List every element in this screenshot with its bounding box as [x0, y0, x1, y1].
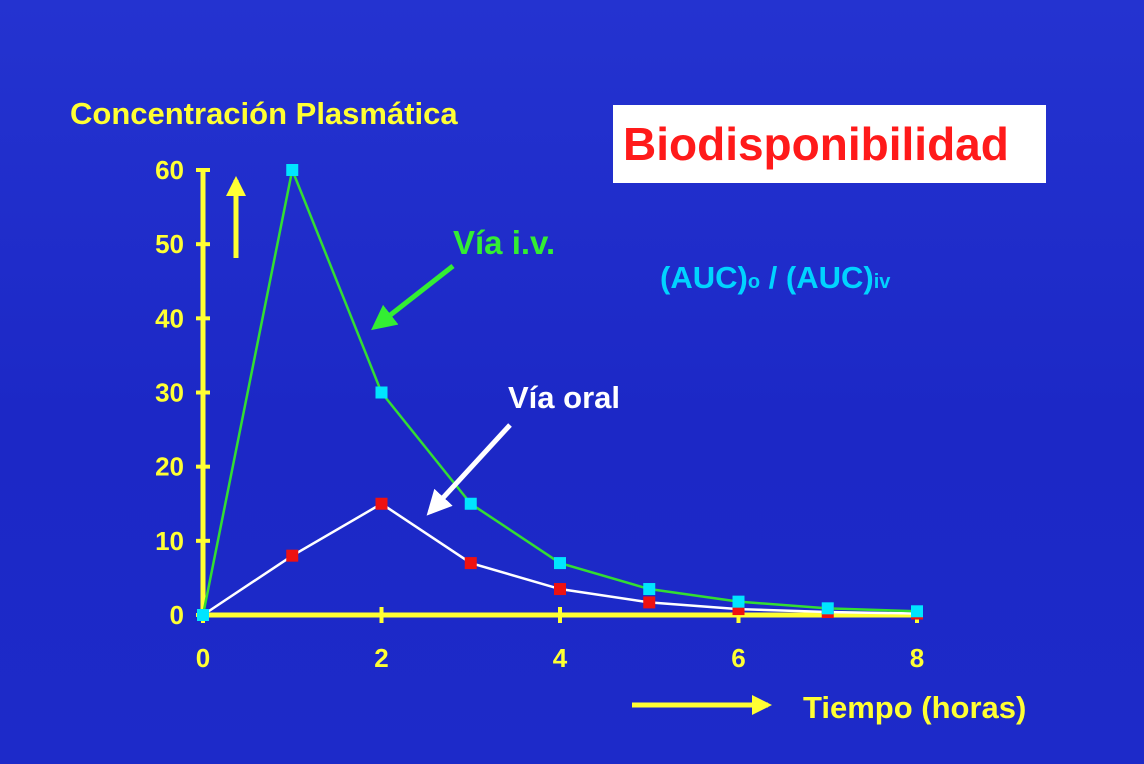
data-point-iv	[643, 583, 656, 596]
data-point-iv	[464, 497, 477, 510]
y-tick-label: 40	[155, 303, 184, 333]
formula-sub-iv: iv	[873, 271, 891, 293]
y-tick-label: 0	[170, 600, 184, 630]
oral-pointer-arrow	[426, 423, 512, 516]
title-box: Biodisponibilidad	[613, 105, 1046, 183]
data-point-iv	[286, 164, 299, 176]
series	[197, 164, 923, 621]
x-tick-label: 0	[196, 643, 210, 673]
y-tick-label: 30	[155, 378, 184, 408]
data-point-oral	[554, 583, 566, 596]
axes	[196, 168, 919, 623]
auc-ratio-formula: (AUC)o / (AUC)iv	[660, 260, 890, 296]
data-point-iv	[375, 386, 388, 399]
formula-sub-oral: o	[747, 271, 761, 293]
data-point-oral	[464, 557, 477, 570]
y-tick-label: 10	[155, 526, 184, 556]
series-label-iv: Vía i.v.	[453, 224, 556, 261]
y-tick-label: 60	[155, 155, 184, 185]
data-point-oral	[286, 549, 299, 562]
chart-title: Biodisponibilidad	[623, 118, 1009, 170]
y-tick-label: 20	[155, 452, 184, 482]
data-point-oral	[375, 497, 388, 510]
x-tick-label: 6	[731, 643, 745, 673]
formula-auc-oral: (AUC)	[660, 260, 748, 295]
y-axis-label: Concentración Plasmática	[70, 96, 458, 131]
data-point-oral	[643, 596, 656, 609]
x-axis-label: Tiempo (horas)	[803, 690, 1027, 725]
series-line-iv	[201, 165, 918, 616]
iv-pointer-arrow	[371, 264, 455, 331]
tick-labels: 0 10 20 30 40 50 60 0 2 4 6 8	[155, 155, 924, 673]
x-tick-label: 2	[374, 643, 388, 673]
data-point-iv	[197, 609, 209, 621]
x-tick-label: 8	[910, 643, 924, 673]
data-point-iv	[732, 595, 745, 608]
x-tick-label: 4	[553, 643, 568, 673]
data-point-iv	[911, 605, 923, 618]
y-tick-label: 50	[155, 229, 184, 259]
data-point-iv	[821, 602, 834, 615]
formula-auc-iv: (AUC)	[785, 260, 874, 295]
data-point-iv	[554, 557, 566, 570]
formula-separator: /	[760, 260, 786, 295]
series-label-oral: Vía oral	[508, 380, 620, 415]
